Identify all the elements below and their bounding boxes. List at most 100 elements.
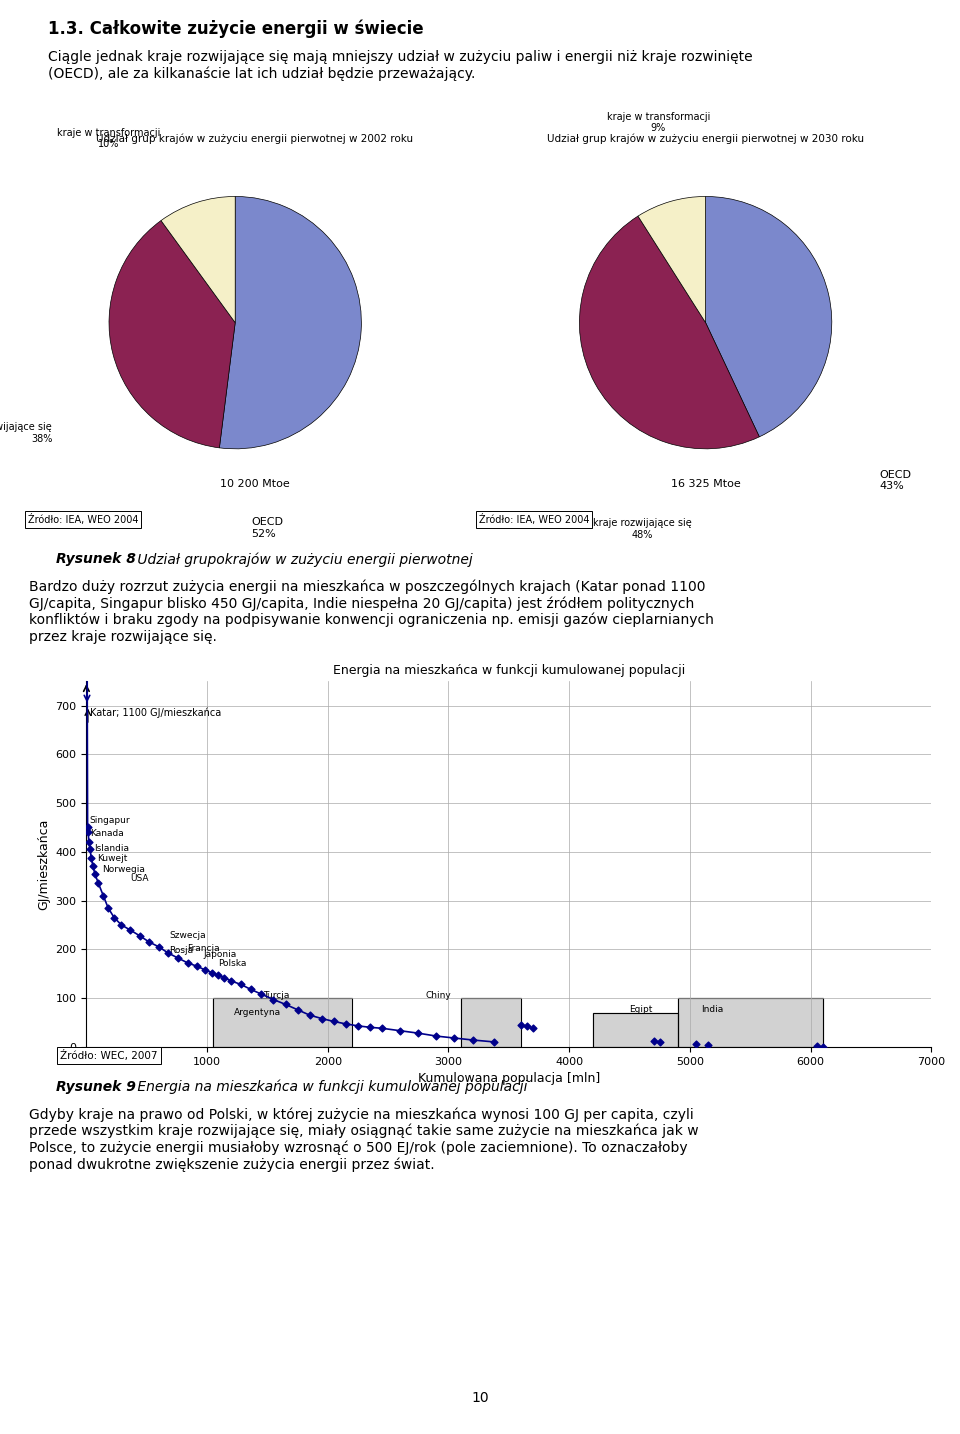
Point [151, 935, 166, 958]
Text: Udział grup krajów w zużyciu energii pierwotnej w 2030 roku: Udział grup krajów w zużyciu energii pie… [547, 133, 864, 143]
Bar [593, 1012, 678, 1047]
Point [688, 1032, 704, 1055]
Point [160, 942, 176, 965]
Wedge shape [109, 221, 235, 447]
Point [83, 837, 98, 860]
Text: kraje w transformacji
9%: kraje w transformacji 9% [607, 112, 710, 133]
Text: Gdyby kraje na prawo od Polski, w której zużycie na mieszkańca wynosi 100 GJ per: Gdyby kraje na prawo od Polski, w której… [29, 1107, 699, 1172]
Text: India: India [701, 1005, 723, 1014]
Text: Japonia: Japonia [204, 951, 237, 959]
Text: Islandia: Islandia [94, 843, 130, 853]
Point [393, 1020, 408, 1043]
Text: 10: 10 [471, 1391, 489, 1405]
Text: Źródło: IEA, WEO 2004: Źródło: IEA, WEO 2004 [479, 515, 589, 525]
Point [210, 964, 226, 987]
Text: kraje rozwijające się
48%: kraje rozwijające się 48% [593, 518, 692, 539]
Point [514, 1014, 529, 1037]
Text: Ciągle jednak kraje rozwijające się mają mniejszy udział w zużyciu paliw i energ: Ciągle jednak kraje rozwijające się mają… [48, 50, 753, 80]
Title: Energia na mieszkańca w funkcji kumulowanej populacji: Energia na mieszkańca w funkcji kumulowa… [333, 664, 684, 677]
Point [326, 1010, 342, 1032]
Text: Udział grup krajów w zużyciu energii pierwotnej w 2002 roku: Udział grup krajów w zużyciu energii pie… [96, 133, 413, 143]
Point [84, 846, 99, 869]
Text: Szwecja: Szwecja [170, 931, 206, 939]
Bar [461, 998, 521, 1047]
Point [171, 946, 186, 969]
Point [243, 978, 258, 1001]
Text: Katar; 1100 GJ/mieszkańca: Katar; 1100 GJ/mieszkańca [90, 708, 221, 718]
Text: kraje rozwijające się
38%: kraje rozwijające się 38% [0, 422, 52, 445]
Point [465, 1028, 480, 1051]
Text: Rysunek 9: Rysunek 9 [56, 1080, 135, 1094]
Point [87, 862, 103, 885]
Text: OECD
52%: OECD 52% [251, 516, 283, 539]
Text: Polska: Polska [219, 959, 247, 968]
Wedge shape [706, 196, 831, 437]
Text: Źródło: WEC, 2007: Źródło: WEC, 2007 [60, 1050, 157, 1061]
Point [374, 1017, 390, 1040]
Text: Bardzo duży rozrzut zużycia energii na mieszkańca w poszczególnych krajach (Kata: Bardzo duży rozrzut zużycia energii na m… [29, 579, 713, 644]
Text: Energia na mieszkańca w funkcji kumulowanej populacji: Energia na mieszkańca w funkcji kumulowa… [132, 1080, 527, 1094]
Point [190, 955, 205, 978]
Text: Chiny: Chiny [425, 991, 451, 999]
Point [652, 1031, 667, 1054]
Point [519, 1015, 535, 1038]
X-axis label: Kumulowana populacja [mln]: Kumulowana populacja [mln] [418, 1073, 600, 1086]
Text: OECD
43%: OECD 43% [879, 469, 911, 492]
Point [107, 906, 122, 929]
Point [122, 918, 137, 941]
Y-axis label: GJ/mieszkańca: GJ/mieszkańca [37, 819, 50, 909]
Wedge shape [220, 196, 361, 449]
Point [338, 1012, 353, 1035]
Point [446, 1027, 462, 1050]
Text: USA: USA [130, 875, 149, 883]
Point [362, 1015, 377, 1038]
Point [700, 1034, 715, 1057]
Point [429, 1025, 444, 1048]
Text: kraje w transformacji
10%: kraje w transformacji 10% [58, 128, 160, 149]
Text: Rysunek 8: Rysunek 8 [56, 552, 135, 566]
Point [141, 931, 156, 954]
Point [80, 816, 95, 839]
Text: Kuwejt: Kuwejt [97, 853, 128, 862]
Point [277, 992, 293, 1015]
Point [487, 1031, 502, 1054]
Wedge shape [638, 196, 706, 323]
Point [815, 1035, 830, 1058]
Text: Turcja: Turcja [263, 991, 289, 999]
Bar [678, 998, 823, 1047]
Text: 16 325 Mtoe: 16 325 Mtoe [671, 479, 740, 489]
Point [85, 855, 101, 878]
Text: Francja: Francja [187, 944, 220, 952]
Point [204, 961, 220, 984]
Wedge shape [580, 217, 759, 449]
Point [82, 830, 97, 853]
Text: 10 200 Mtoe: 10 200 Mtoe [220, 479, 289, 489]
Text: Rosja: Rosja [169, 946, 193, 955]
Point [96, 885, 111, 908]
Point [411, 1021, 426, 1044]
Wedge shape [161, 196, 235, 323]
Point [646, 1030, 661, 1053]
Point [266, 988, 281, 1011]
Text: Udział grupokrajów w zużyciu energii pierwotnej: Udział grupokrajów w zużyciu energii pie… [132, 552, 472, 566]
Text: Źródło: IEA, WEO 2004: Źródło: IEA, WEO 2004 [28, 515, 138, 525]
Point [350, 1014, 366, 1037]
Point [233, 972, 249, 995]
Point [113, 913, 129, 936]
Point [253, 982, 269, 1005]
Point [809, 1034, 825, 1057]
Point [314, 1007, 329, 1030]
Point [180, 952, 196, 975]
Text: Norwegia: Norwegia [102, 865, 145, 873]
Point [302, 1004, 318, 1027]
Point [525, 1017, 540, 1040]
Point [101, 896, 116, 919]
Text: Egipt: Egipt [630, 1005, 653, 1014]
Point [132, 923, 147, 946]
Point [91, 872, 107, 895]
Point [81, 820, 96, 843]
Point [216, 967, 231, 989]
Text: Argentyna: Argentyna [233, 1008, 280, 1017]
Text: 1.3. Całkowite zużycie energii w świecie: 1.3. Całkowite zużycie energii w świecie [48, 20, 423, 37]
Point [197, 958, 212, 981]
